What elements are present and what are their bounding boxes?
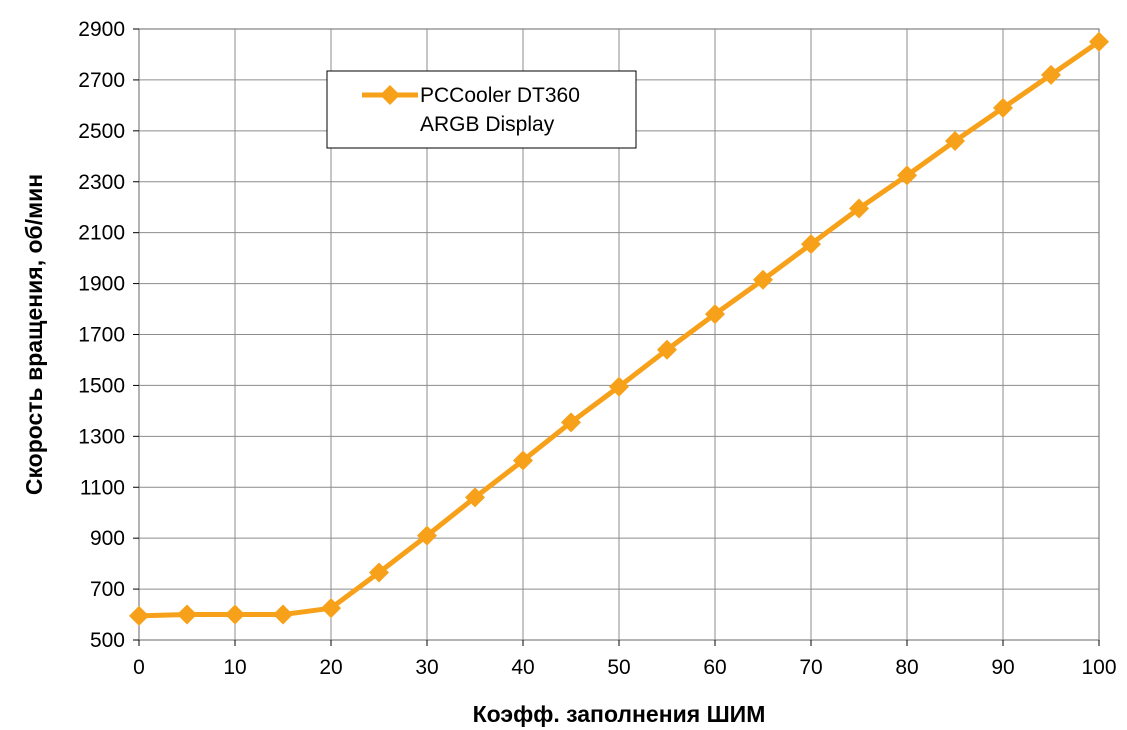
x-tick-label: 10 [223,656,246,679]
legend-swatch-marker [380,85,400,105]
series-layer [129,31,1109,626]
data-point [561,412,581,433]
y-tick-label: 1900 [78,273,125,296]
data-point [417,525,437,546]
x-tick-label: 80 [895,656,918,679]
data-point [801,234,821,255]
x-tick-label: 50 [607,656,630,679]
y-tick-label: 2100 [78,222,125,245]
y-tick-label: 2500 [78,120,125,143]
data-point [1089,31,1109,52]
data-point [129,605,149,626]
y-tick-label: 2700 [78,69,125,92]
legend-label-line2: ARGB Display [420,113,555,136]
y-axis-title: Скорость вращения, об/мин [21,174,47,495]
x-tick-label: 100 [1081,656,1116,679]
data-point [993,97,1013,118]
data-point [465,487,485,508]
data-point [849,198,869,219]
data-point [705,304,725,325]
y-tick-label: 500 [90,629,125,652]
x-tick-label: 70 [799,656,822,679]
y-axis: 500 700 900 1100 1300 1500 1700 1900 2100 2300 250… [78,18,139,652]
x-tick-label: 90 [991,656,1014,679]
data-point [513,450,533,471]
data-point [225,604,245,625]
y-tick-label: 1500 [78,374,125,397]
x-tick-label: 30 [415,656,438,679]
y-tick-label: 700 [90,578,125,601]
data-point [657,339,677,360]
data-point [753,269,773,290]
legend: PCCooler DT360 ARGB Display [326,70,637,149]
x-axis: 0 10 20 30 40 50 60 70 80 90 100 [133,640,1117,679]
data-point [369,562,389,583]
data-point [177,604,197,625]
x-tick-label: 0 [133,656,145,679]
data-point [897,165,917,186]
legend-box [326,70,637,149]
data-point [609,376,629,397]
y-tick-label: 2900 [78,18,125,41]
y-tick-label: 900 [90,527,125,550]
y-tick-label: 1700 [78,324,125,347]
data-point [321,598,341,619]
y-tick-label: 2300 [78,171,125,194]
x-tick-label: 20 [319,656,342,679]
data-point [945,131,965,152]
x-tick-label: 40 [511,656,534,679]
data-point [1041,64,1061,85]
y-tick-label: 1100 [80,476,125,499]
x-axis-title: Коэфф. заполнения ШИМ [473,701,766,727]
x-tick-label: 60 [703,656,726,679]
y-tick-label: 1300 [78,425,125,448]
legend-label-line1: PCCooler DT360 [420,84,580,107]
data-point [273,604,293,625]
